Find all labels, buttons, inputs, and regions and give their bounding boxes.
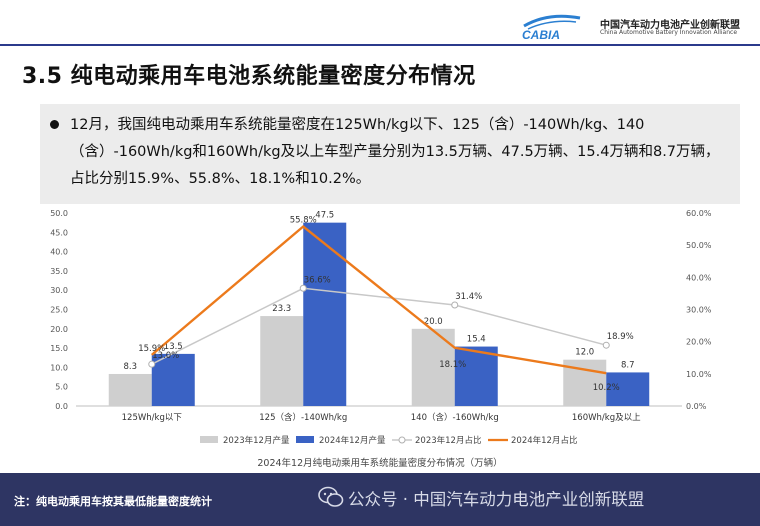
- bar-2024: [151, 353, 195, 406]
- left-tick-label: 45.0: [50, 228, 68, 237]
- left-tick-label: 20.0: [50, 325, 68, 334]
- chart-caption: 2024年12月纯电动乘用车系统能量密度分布情况（万辆）: [257, 457, 502, 469]
- point-2023-share: [602, 341, 610, 349]
- right-tick-label: 20.0%: [686, 338, 712, 347]
- lines: 13.0% 36.6% 31.4% 18.9% 15.9% 55.8% 18.1% 10.2%: [138, 216, 634, 394]
- legend: 2023年12月产量 2024年12月产量 2023年12月占比 2024年12月占比: [200, 435, 577, 446]
- line-value-label: 18.1%: [439, 360, 466, 370]
- left-tick-label: 35.0: [50, 267, 68, 276]
- right-tick-label: 30.0%: [686, 306, 712, 315]
- header-bar: CABIA 中国汽车动力电池产业创新联盟 China Automotive Ba…: [0, 0, 760, 46]
- right-axis: 0.0% 10.0% 20.0% 30.0% 40.0% 50.0% 60.0%: [686, 209, 712, 411]
- x-tick-label: 140（含）-160Wh/kg: [411, 412, 499, 423]
- bar-value-label: 13.5: [164, 342, 183, 352]
- summary-box: 12月，我国纯电动乘用车系统能量密度在125Wh/kg以下、125（含）-140…: [40, 104, 740, 204]
- x-tick-label: 125Wh/kg以下: [122, 413, 183, 423]
- left-tick-label: 15.0: [50, 344, 68, 353]
- left-tick-label: 0.0: [55, 402, 68, 411]
- legend-label: 2024年12月产量: [319, 435, 386, 446]
- legend-label: 2024年12月占比: [511, 435, 577, 446]
- cabia-logo-icon: CABIA: [522, 14, 581, 42]
- x-axis-labels: 125Wh/kg以下 125（含）-140Wh/kg 140（含）-160Wh/kg…: [122, 412, 641, 423]
- summary-text: 12月，我国纯电动乘用车系统能量密度在125Wh/kg以下、125（含）-140…: [70, 117, 720, 187]
- point-2023-share: [451, 301, 459, 309]
- right-tick-label: 50.0%: [686, 241, 712, 250]
- bar-value-label: 20.0: [424, 317, 443, 327]
- bar-value-label: 47.5: [315, 211, 334, 221]
- line-value-label: 18.9%: [607, 332, 634, 342]
- left-tick-label: 50.0: [50, 209, 68, 218]
- point-2023-share: [148, 360, 156, 368]
- legend-swatch: [200, 436, 218, 443]
- bar-value-label: 12.0: [575, 348, 594, 358]
- line-value-label: 10.2%: [593, 383, 620, 393]
- bar-2024: [606, 372, 650, 406]
- line-2024-share: [150, 224, 607, 375]
- cabia-logo: CABIA 中国汽车动力电池产业创新联盟 China Automotive Ba…: [518, 10, 758, 42]
- right-tick-label: 0.0%: [686, 402, 707, 411]
- bar-value-label: 8.7: [621, 360, 635, 370]
- footer-note: 注：纯电动乘用车按其最低能量密度统计: [14, 495, 212, 508]
- left-tick-label: 30.0: [50, 286, 68, 295]
- line-value-label: 13.0%: [152, 351, 179, 361]
- line-2023-share: [151, 287, 607, 365]
- x-tick-label: 125（含）-140Wh/kg: [259, 412, 347, 423]
- wechat-icon: [318, 486, 344, 507]
- footer-bar: 注：纯电动乘用车按其最低能量密度统计 公众号 · 中国汽车动力电池产业创新联盟: [0, 473, 760, 526]
- legend-label: 2023年12月产量: [223, 435, 290, 446]
- x-tick-label: 160Wh/kg及以上: [572, 413, 641, 423]
- page-title: 3.5 纯电动乘用车电池系统能量密度分布情况: [22, 64, 476, 89]
- point-2023-share: [299, 284, 307, 292]
- line-value-label: 36.6%: [304, 275, 331, 285]
- org-name-en: China Automotive Battery Innovation Alli…: [600, 29, 738, 36]
- bar-value-label: 15.4: [467, 335, 486, 345]
- logo-text: CABIA: [522, 28, 560, 42]
- bar-2023: [260, 316, 304, 406]
- org-name-cn: 中国汽车动力电池产业创新联盟: [600, 20, 740, 31]
- bar-2024: [454, 346, 498, 406]
- right-tick-label: 40.0%: [686, 273, 712, 282]
- left-tick-label: 10.0: [50, 363, 68, 372]
- line-value-label: 31.4%: [455, 292, 482, 302]
- left-tick-label: 25.0: [50, 306, 68, 315]
- right-tick-label: 10.0%: [686, 370, 712, 379]
- bar-2024: [303, 222, 347, 406]
- bar-value-label: 8.3: [123, 362, 137, 372]
- header-divider: [0, 44, 760, 46]
- legend-swatch: [296, 436, 314, 443]
- bar-2023: [108, 373, 152, 406]
- legend-label: 2023年12月占比: [415, 435, 481, 446]
- bullet-icon: [50, 120, 59, 129]
- watermark-text: 公众号 · 中国汽车动力电池产业创新联盟: [348, 490, 645, 509]
- left-tick-label: 40.0: [50, 248, 68, 257]
- bar-value-label: 23.3: [272, 304, 291, 314]
- right-tick-label: 60.0%: [686, 209, 712, 218]
- line-value-label: 15.9%: [138, 344, 165, 354]
- line-value-label: 55.8%: [290, 216, 317, 226]
- energy-density-chart: 0.0 5.0 10.0 15.0 20.0 25.0 30.0 35.0 40.0 45.0 50…: [50, 209, 712, 469]
- bars: 8.3 23.3 20.0 12.0 13.5 47.5 15.4 8.7: [108, 211, 650, 406]
- legend-marker: [398, 436, 406, 444]
- left-tick-label: 5.0: [55, 383, 68, 392]
